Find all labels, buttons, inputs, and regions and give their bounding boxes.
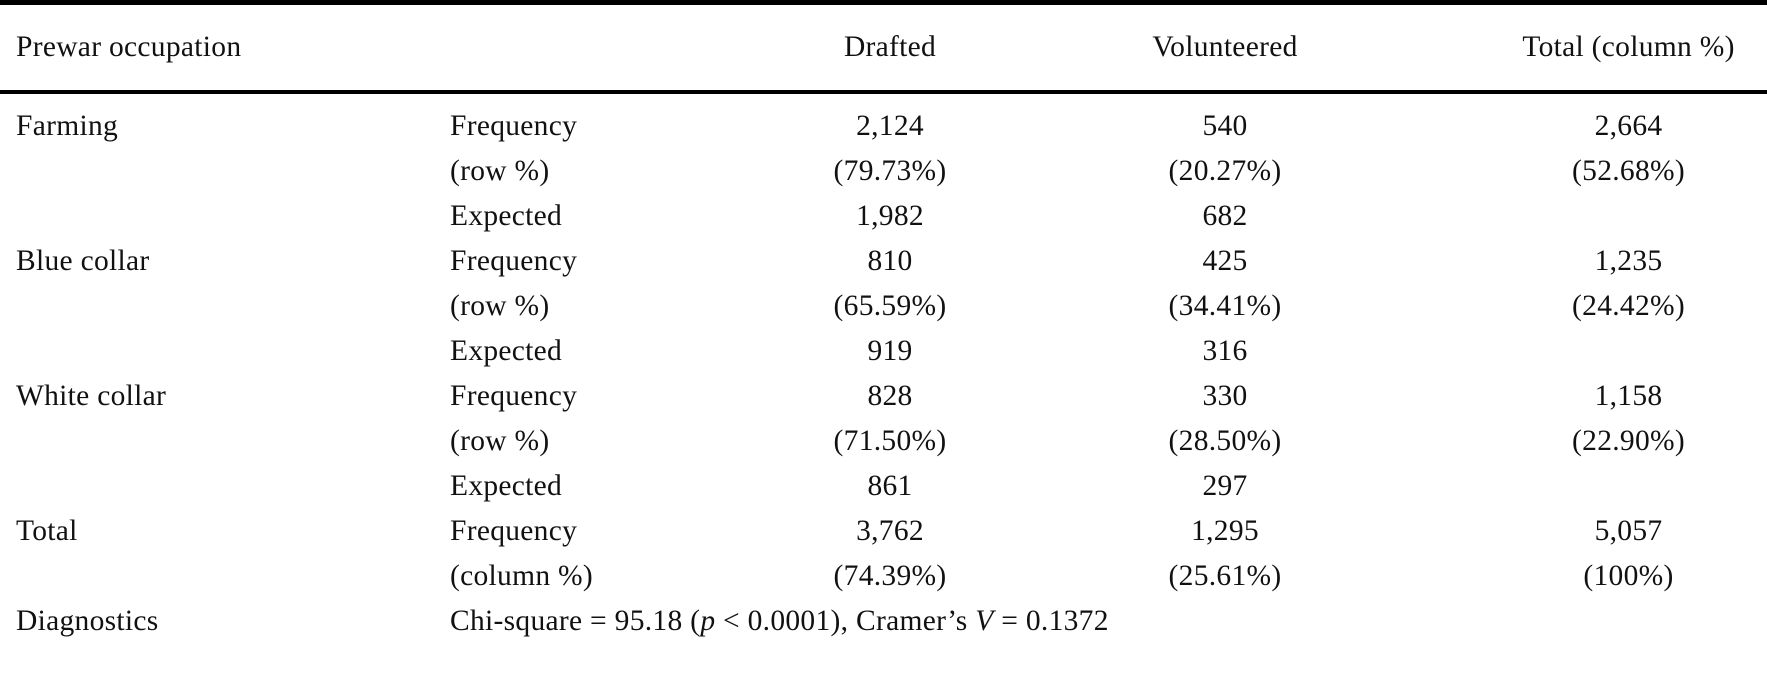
table-row-farming-rowpct: (row %) (79.73%) (20.27%) (52.68%) bbox=[0, 149, 1767, 194]
value-total bbox=[1410, 329, 1767, 374]
header-drafted: Drafted bbox=[740, 2, 1041, 94]
value-drafted: 919 bbox=[867, 335, 913, 367]
value-volunteered: (25.61%) bbox=[1168, 560, 1282, 592]
stat-label: (row %) bbox=[450, 290, 550, 322]
occupation-label: Total bbox=[16, 515, 78, 547]
value-drafted: 828 bbox=[867, 380, 913, 412]
value-drafted: 1,982 bbox=[856, 200, 924, 232]
occupation-label: Farming bbox=[16, 110, 119, 142]
value-drafted: 810 bbox=[867, 245, 913, 277]
value-total: 5,057 bbox=[1594, 515, 1663, 547]
header-total-column-pct: Total (column %) bbox=[1410, 2, 1767, 94]
occupation-label bbox=[0, 464, 450, 509]
header-prewar-occupation: Prewar occupation bbox=[0, 2, 741, 94]
table-row-total-frequency: Total Frequency 3,762 1,295 5,057 bbox=[0, 509, 1767, 554]
table-row-bluecollar-expected: Expected 919 316 bbox=[0, 329, 1767, 374]
stat-label: (row %) bbox=[450, 155, 550, 187]
value-total: (100%) bbox=[1583, 560, 1674, 592]
cramers-v-value: = 0.1372 bbox=[993, 605, 1109, 637]
value-drafted: (74.39%) bbox=[833, 560, 947, 592]
occupation-label bbox=[0, 284, 450, 329]
value-volunteered: 316 bbox=[1202, 335, 1248, 367]
table-row-whitecollar-rowpct: (row %) (71.50%) (28.50%) (22.90%) bbox=[0, 419, 1767, 464]
table-row-bluecollar-frequency: Blue collar Frequency 810 425 1,235 bbox=[0, 239, 1767, 284]
stat-label: Frequency bbox=[450, 245, 578, 277]
stat-label: Expected bbox=[450, 470, 563, 502]
table-body: Farming Frequency 2,124 540 2,664 (row %… bbox=[0, 92, 1767, 644]
value-volunteered: 297 bbox=[1202, 470, 1248, 502]
value-drafted: 861 bbox=[867, 470, 913, 502]
stat-label: Expected bbox=[450, 200, 563, 232]
value-volunteered: 540 bbox=[1202, 110, 1248, 142]
p-value-text: < 0.0001), Cramer’s bbox=[715, 605, 976, 637]
occupation-label bbox=[0, 149, 450, 194]
value-volunteered: (34.41%) bbox=[1168, 290, 1282, 322]
occupation-label: Blue collar bbox=[16, 245, 150, 277]
stat-label: Frequency bbox=[450, 380, 578, 412]
header-row: Prewar occupation Drafted Volunteered To… bbox=[0, 2, 1767, 94]
value-total: (52.68%) bbox=[1572, 155, 1685, 187]
occupation-label bbox=[0, 329, 450, 374]
value-volunteered: 682 bbox=[1202, 200, 1248, 232]
table-header: Prewar occupation Drafted Volunteered To… bbox=[0, 2, 1767, 94]
diagnostics-label: Diagnostics bbox=[16, 605, 159, 637]
occupation-label bbox=[0, 194, 450, 239]
table-row-diagnostics: Diagnostics Chi-square = 95.18 (p < 0.00… bbox=[0, 599, 1767, 644]
table-row-farming-expected: Expected 1,982 682 bbox=[0, 194, 1767, 239]
value-total bbox=[1410, 194, 1767, 239]
occupation-label: White collar bbox=[16, 380, 167, 412]
value-volunteered: 1,295 bbox=[1191, 515, 1259, 547]
stat-label: Frequency bbox=[450, 110, 578, 142]
table-row-total-columnpct: (column %) (74.39%) (25.61%) (100%) bbox=[0, 554, 1767, 599]
diagnostics-value: Chi-square = 95.18 (p < 0.0001), Cramer’… bbox=[450, 599, 1767, 644]
value-drafted: 3,762 bbox=[856, 515, 924, 547]
value-total: 1,158 bbox=[1594, 380, 1663, 412]
occupation-label bbox=[0, 554, 450, 599]
p-symbol: p bbox=[700, 605, 716, 637]
header-volunteered: Volunteered bbox=[1040, 2, 1411, 94]
stat-label: (column %) bbox=[450, 560, 594, 592]
value-total bbox=[1410, 464, 1767, 509]
value-drafted: (71.50%) bbox=[833, 425, 947, 457]
value-drafted: (79.73%) bbox=[833, 155, 947, 187]
value-volunteered: (20.27%) bbox=[1168, 155, 1282, 187]
table-row-whitecollar-frequency: White collar Frequency 828 330 1,158 bbox=[0, 374, 1767, 419]
table-row-whitecollar-expected: Expected 861 297 bbox=[0, 464, 1767, 509]
value-volunteered: (28.50%) bbox=[1168, 425, 1282, 457]
value-total: 2,664 bbox=[1594, 110, 1663, 142]
stat-label: (row %) bbox=[450, 425, 550, 457]
value-total: 1,235 bbox=[1594, 245, 1663, 277]
stat-label: Frequency bbox=[450, 515, 578, 547]
value-drafted: (65.59%) bbox=[833, 290, 947, 322]
crosstab-table: Prewar occupation Drafted Volunteered To… bbox=[0, 0, 1767, 644]
occupation-label bbox=[0, 419, 450, 464]
value-volunteered: 425 bbox=[1202, 245, 1248, 277]
stat-label: Expected bbox=[450, 335, 563, 367]
value-total: (22.90%) bbox=[1572, 425, 1685, 457]
table-row-bluecollar-rowpct: (row %) (65.59%) (34.41%) (24.42%) bbox=[0, 284, 1767, 329]
value-volunteered: 330 bbox=[1202, 380, 1248, 412]
cramers-v-symbol: V bbox=[975, 605, 994, 637]
table-row-farming-frequency: Farming Frequency 2,124 540 2,664 bbox=[0, 92, 1767, 149]
value-drafted: 2,124 bbox=[856, 110, 924, 142]
value-total: (24.42%) bbox=[1572, 290, 1685, 322]
chi-square-text: Chi-square = 95.18 ( bbox=[450, 605, 701, 637]
